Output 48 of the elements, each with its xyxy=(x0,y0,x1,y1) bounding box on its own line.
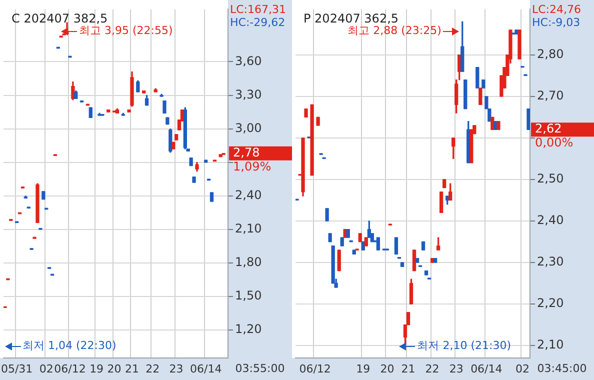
text: 2,62 xyxy=(535,122,562,136)
y-tick-label: 2,40 xyxy=(235,188,262,202)
annotation: 최저 2,10 (21:30) xyxy=(417,338,512,352)
y-tick-label: 3,60 xyxy=(235,54,262,68)
y-tick-label: 3,30 xyxy=(235,87,262,102)
x-tick-label: 02 xyxy=(39,362,54,376)
y-tick-label: 3,00 xyxy=(235,120,262,135)
y-tick-label: 2,40 xyxy=(537,213,564,228)
x-tick-label: 23 xyxy=(169,362,184,376)
annotation: 최저 1,04 (22:30) xyxy=(22,338,116,352)
y-tick-label: 1,20 xyxy=(235,322,262,336)
x-tick-label: 21 xyxy=(125,362,140,376)
x-tick-label: 22 xyxy=(146,362,160,376)
annotation: 최고 2,88 (23:25) xyxy=(348,24,442,38)
text: 0,00% xyxy=(535,136,574,150)
x-tick-label: 02 xyxy=(515,362,530,376)
y-tick-label: 2,70 xyxy=(537,88,564,103)
text: 03:55:00 xyxy=(235,362,285,375)
x-tick-label: 05/31 xyxy=(0,362,33,376)
text: 2,78 xyxy=(233,146,260,160)
text: 03:45:00 xyxy=(537,362,587,375)
text: LC:24,76 xyxy=(532,2,582,16)
text: HC:-9,03 xyxy=(532,16,580,29)
annotation: 최고 3,95 (22:55) xyxy=(79,24,173,38)
x-tick-label: 06/14 xyxy=(470,362,502,376)
chart-title: P 202407 362,5 xyxy=(303,11,399,26)
x-tick-label: 06/14 xyxy=(190,362,222,376)
x-tick-label: 23 xyxy=(449,362,464,376)
x-tick-label: 20 xyxy=(380,362,394,376)
y-tick-label: 2,80 xyxy=(537,47,564,61)
chart-title: C 202407 382,5 xyxy=(12,11,108,26)
y-tick-label: 2,50 xyxy=(537,172,564,186)
x-tick-label: 20 xyxy=(107,362,122,376)
text: HC:-29,62 xyxy=(230,16,286,29)
text: 1,09% xyxy=(233,160,272,174)
y-tick-label: 2,20 xyxy=(537,296,564,310)
y-tick-label: 2,10 xyxy=(235,222,262,236)
x-tick-label: 21 xyxy=(401,362,416,376)
y-tick-label: 1,80 xyxy=(235,255,262,270)
y-tick-label: 2,10 xyxy=(537,338,564,352)
x-tick-label: 19 xyxy=(90,362,104,376)
x-tick-label: 06/12 xyxy=(54,362,86,376)
x-tick-label: 22 xyxy=(425,362,440,376)
y-tick-label: 2,30 xyxy=(537,254,564,269)
x-tick-label: 06/12 xyxy=(299,362,331,376)
text: LC:167,31 xyxy=(230,2,286,16)
x-tick-label: 19 xyxy=(356,362,370,376)
y-tick-label: 1,50 xyxy=(235,288,262,303)
